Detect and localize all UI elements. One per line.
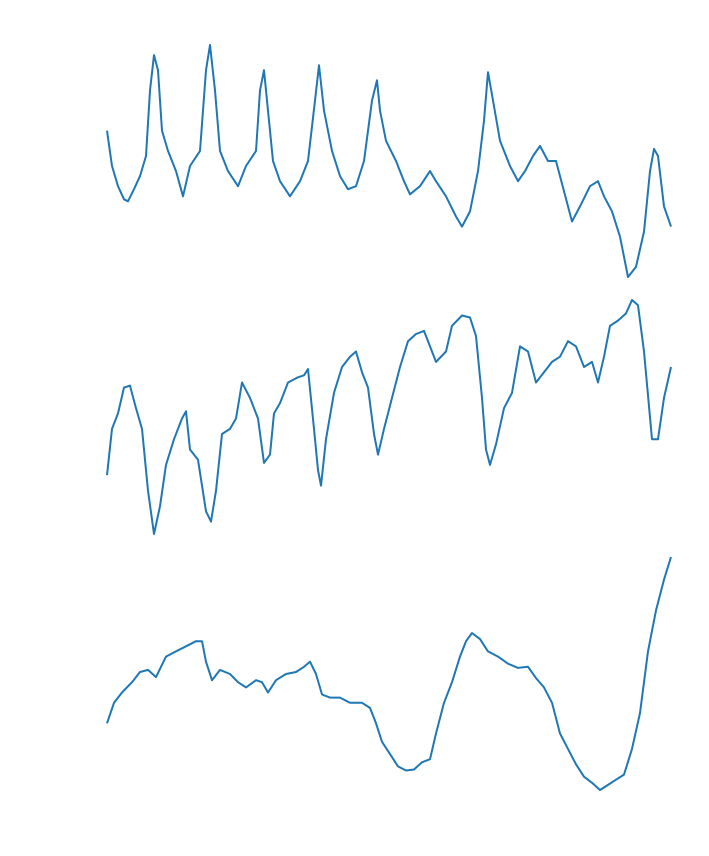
- data-line: [106, 299, 672, 535]
- data-line: [106, 44, 672, 278]
- data-line: [106, 556, 672, 791]
